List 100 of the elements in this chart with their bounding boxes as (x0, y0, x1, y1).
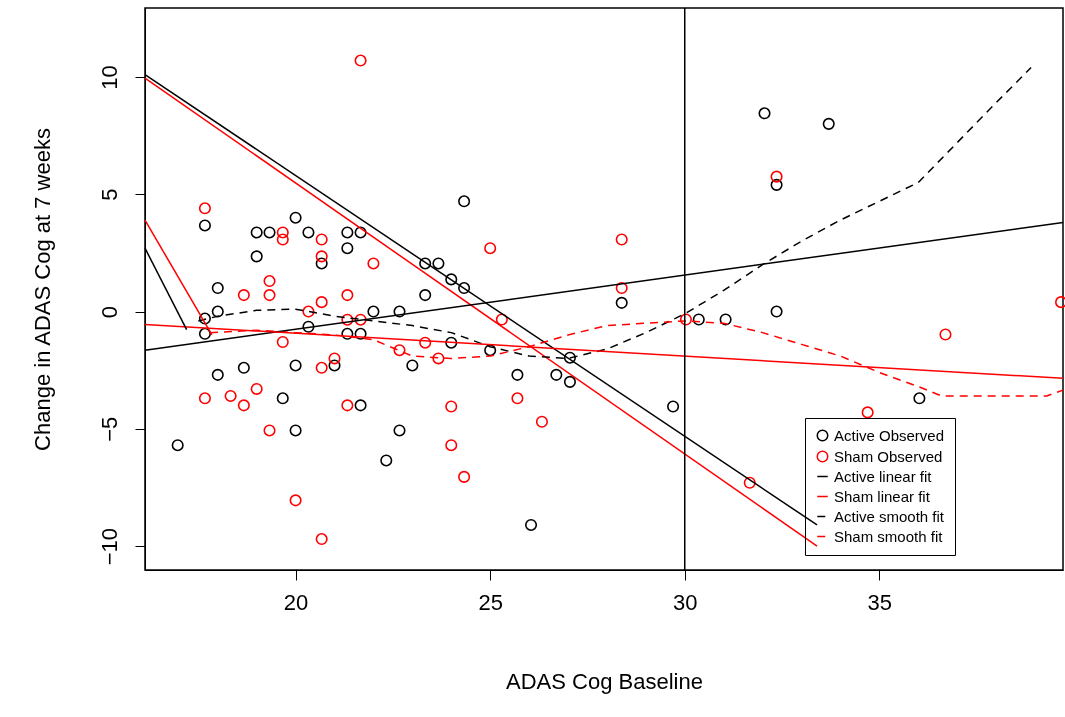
point (770, 305, 783, 318)
point (861, 406, 874, 419)
point (393, 305, 406, 318)
point (276, 335, 289, 349)
point (393, 424, 406, 437)
point (315, 250, 328, 263)
point (250, 226, 263, 239)
y-tick-label: 5 (96, 188, 122, 201)
point (263, 226, 276, 239)
point (315, 361, 328, 374)
point (432, 257, 445, 270)
point (913, 392, 926, 405)
point (458, 282, 471, 295)
y-axis-title: Change in ADAS Cog at 7 weeks (29, 128, 55, 451)
point (550, 368, 563, 381)
point (445, 439, 458, 452)
x-tick-label: 35 (867, 589, 893, 615)
point (276, 226, 289, 239)
point (445, 400, 458, 413)
point (679, 313, 692, 326)
point (354, 313, 367, 326)
point (367, 305, 380, 318)
legend-label: Sham Observed (834, 447, 943, 465)
point (328, 352, 341, 365)
point (237, 361, 250, 374)
point (289, 359, 302, 372)
point (563, 351, 576, 364)
point (289, 424, 302, 437)
point (354, 399, 367, 412)
point (198, 312, 211, 325)
point (263, 289, 276, 302)
point (758, 107, 771, 120)
y-tick-label: 10 (96, 65, 122, 90)
point (302, 320, 315, 333)
point (341, 313, 354, 326)
point (393, 344, 406, 357)
y-tick-label: −5 (96, 416, 122, 442)
point (198, 327, 211, 340)
point (419, 336, 432, 349)
legend-label: Active Observed (834, 426, 945, 444)
point (743, 476, 756, 489)
legend-label: Active smooth fit (834, 507, 945, 525)
point (511, 392, 524, 405)
point (289, 494, 302, 507)
point (289, 211, 302, 224)
point (171, 439, 184, 452)
point (198, 202, 211, 215)
point (419, 257, 432, 270)
point (458, 195, 471, 208)
point (406, 359, 419, 372)
point (445, 273, 458, 286)
point (432, 352, 445, 365)
point (719, 313, 732, 326)
point (615, 282, 628, 295)
point (458, 470, 471, 483)
point (224, 389, 237, 402)
point (822, 117, 835, 130)
point (328, 359, 341, 372)
point (237, 399, 250, 412)
point (484, 344, 497, 357)
point (524, 518, 538, 531)
legend-label: Sham linear fit (834, 487, 931, 505)
x-tick-label: 20 (283, 589, 309, 615)
point (563, 375, 576, 388)
point (302, 305, 315, 318)
point (198, 392, 211, 405)
point (276, 233, 289, 246)
point (341, 399, 354, 412)
point (211, 282, 224, 295)
point (445, 336, 458, 349)
point (535, 415, 548, 428)
point (354, 327, 367, 340)
point (484, 242, 497, 255)
point (341, 327, 354, 340)
point (667, 400, 680, 413)
point (315, 533, 328, 546)
point (770, 178, 783, 191)
point (615, 233, 628, 246)
point (939, 328, 952, 341)
point (250, 250, 263, 263)
x-tick-label: 25 (478, 589, 503, 615)
point (354, 226, 367, 239)
point (354, 54, 367, 67)
point (511, 368, 524, 381)
point (692, 313, 705, 326)
point (341, 242, 354, 255)
y-tick-label: 0 (96, 305, 122, 319)
y-tick-label: −10 (96, 527, 122, 566)
x-axis-title: ADAS Cog Baseline (506, 668, 703, 694)
point (770, 170, 783, 183)
point (341, 226, 354, 239)
point (367, 257, 380, 270)
point (250, 382, 263, 395)
legend-label: Sham smooth fit (834, 527, 944, 545)
point (211, 305, 224, 318)
point (615, 296, 628, 309)
legend-label: Active linear fit (834, 467, 933, 485)
point (341, 289, 354, 302)
point (276, 392, 289, 405)
x-tick-label: 30 (673, 589, 698, 615)
